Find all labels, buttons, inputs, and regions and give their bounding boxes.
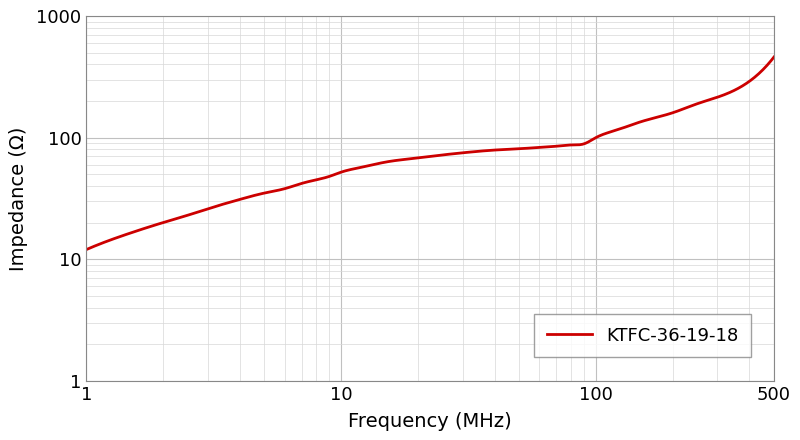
- KTFC-36-19-18: [753, 72, 762, 77]
- KTFC-36-19-18: [82, 247, 91, 252]
- KTFC-36-19-18: [412, 155, 422, 161]
- Line: KTFC-36-19-18: KTFC-36-19-18: [86, 57, 774, 249]
- Legend: KTFC-36-19-18: KTFC-36-19-18: [534, 314, 751, 357]
- KTFC-36-19-18: [491, 147, 501, 153]
- X-axis label: Frequency (MHz): Frequency (MHz): [348, 412, 512, 431]
- KTFC-36-19-18: [769, 55, 778, 60]
- KTFC-36-19-18: [408, 156, 418, 161]
- KTFC-36-19-18: [454, 150, 463, 156]
- KTFC-36-19-18: [645, 117, 654, 122]
- Y-axis label: Impedance (Ω): Impedance (Ω): [9, 126, 28, 271]
